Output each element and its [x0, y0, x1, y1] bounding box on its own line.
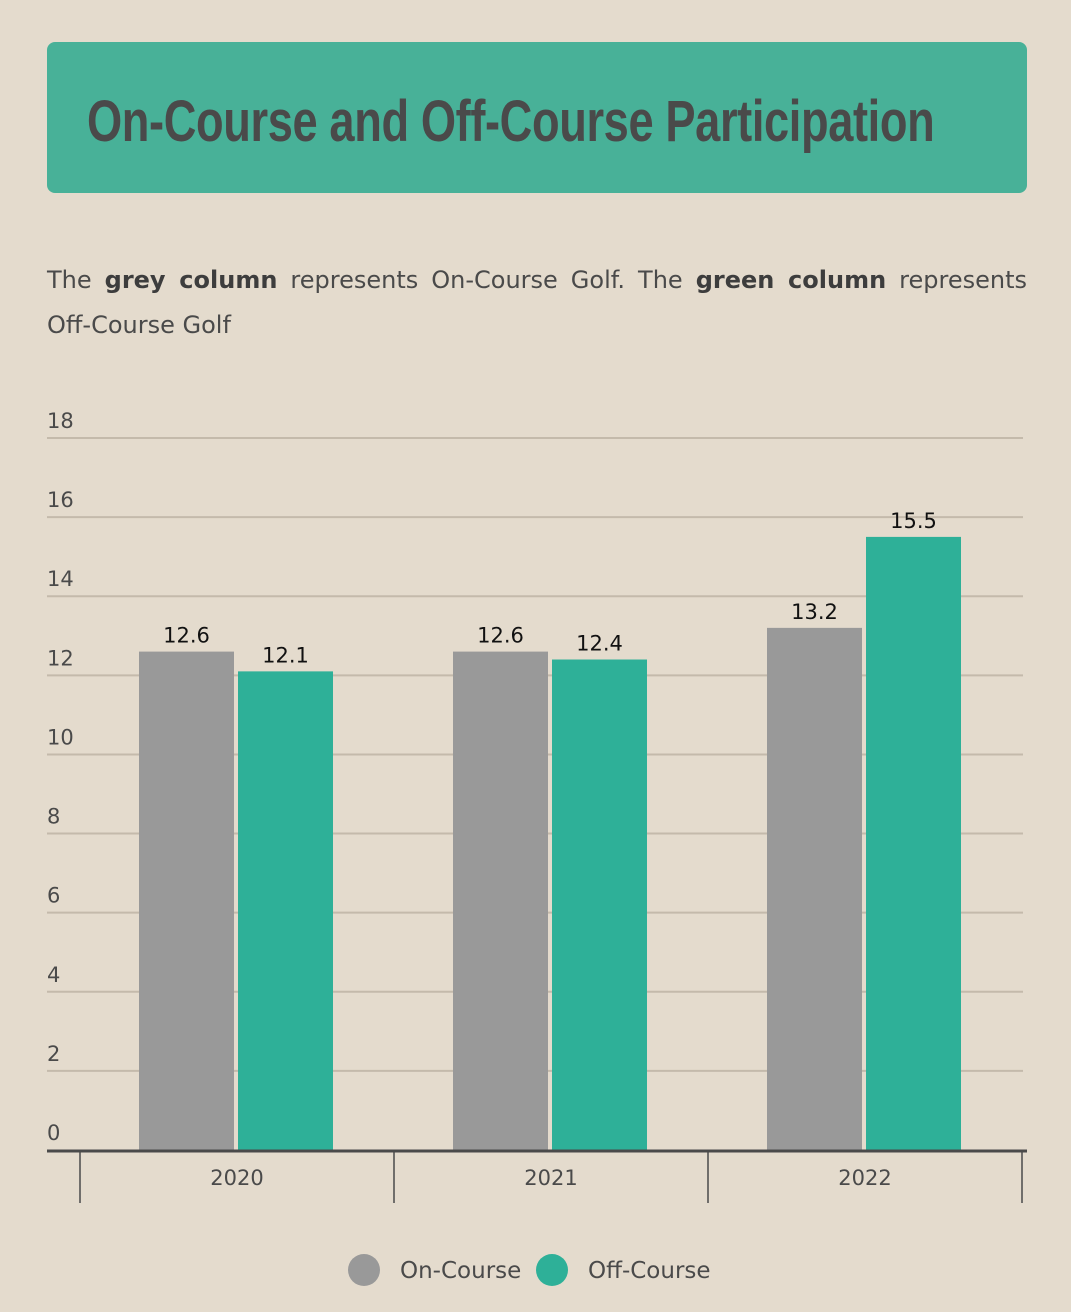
y-tick-label: 8	[47, 805, 60, 829]
x-tick-label: 2022	[838, 1166, 891, 1190]
y-tick-label: 10	[47, 725, 74, 749]
data-label: 12.4	[576, 632, 623, 656]
desc-text: represents On-Course Golf. The	[277, 266, 696, 294]
desc-text: represents Off-Course Golf	[47, 266, 1028, 339]
x-tick-label: 2020	[210, 1166, 263, 1190]
bar-off-course-2021	[552, 659, 647, 1150]
bar-on-course-2021	[453, 651, 548, 1150]
y-tick-label: 14	[47, 567, 74, 591]
data-label: 12.1	[262, 643, 309, 667]
legend-swatch-off-course	[536, 1254, 568, 1286]
legend-swatch-on-course	[348, 1254, 380, 1286]
y-tick-label: 6	[47, 884, 60, 908]
y-tick-label: 18	[47, 409, 74, 433]
y-tick-label: 12	[47, 646, 74, 670]
bar-on-course-2022	[767, 627, 862, 1150]
y-tick-label: 16	[47, 488, 74, 512]
desc-text: The	[47, 266, 105, 294]
legend-label: Off-Course	[588, 1258, 711, 1284]
y-tick-label: 4	[47, 963, 60, 987]
desc-bold-grey: grey column	[104, 266, 278, 294]
desc-bold-green: green column	[695, 266, 887, 294]
legend-label: On-Course	[400, 1258, 521, 1284]
chart-description: The grey column represents On-Course Gol…	[47, 258, 1027, 348]
chart-title: On-Course and Off-Course Participation	[87, 89, 935, 154]
y-tick-label: 2	[47, 1042, 60, 1066]
bar-on-course-2020	[139, 651, 234, 1150]
bar-off-course-2022	[866, 536, 961, 1150]
title-banner: On-Course and Off-Course Participation	[47, 42, 1027, 193]
x-tick-label: 2021	[524, 1166, 577, 1190]
data-label: 13.2	[791, 600, 838, 624]
y-tick-label: 0	[47, 1121, 60, 1145]
data-label: 15.5	[890, 509, 937, 533]
data-label: 12.6	[163, 624, 210, 648]
bar-off-course-2020	[238, 671, 333, 1150]
data-label: 12.6	[477, 624, 524, 648]
